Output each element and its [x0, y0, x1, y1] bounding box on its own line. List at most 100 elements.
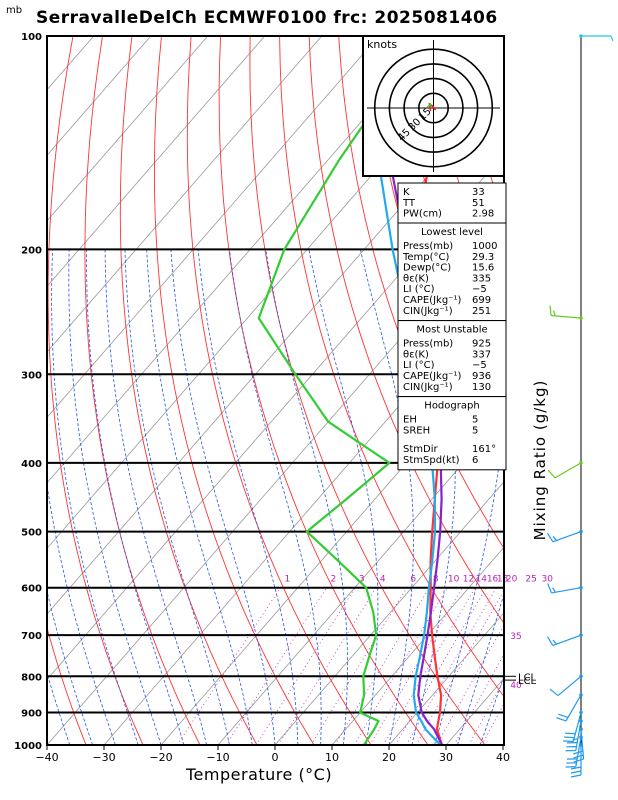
index-key: Temp(°C)	[402, 252, 450, 263]
moist-adiabat	[146, 249, 253, 745]
barb-flag	[549, 688, 559, 697]
index-key: LI (°C)	[403, 284, 435, 295]
barb-shaft	[557, 675, 582, 697]
index-key: StmDir	[403, 444, 438, 455]
index-key: Dewp(°C)	[403, 263, 451, 274]
isotherm	[47, 36, 209, 222]
index-value: 2.98	[472, 209, 494, 220]
barb-flag	[552, 587, 556, 593]
index-value: 936	[472, 371, 491, 382]
dry-adiabat	[545, 36, 618, 745]
index-value: 33	[472, 187, 485, 198]
moist-adiabat	[51, 249, 139, 745]
moist-adiabat	[68, 249, 162, 745]
indices-hodo-box	[397, 396, 507, 471]
barb-shaft	[572, 712, 582, 742]
index-value: 251	[472, 306, 491, 317]
y-tick-label: 200	[21, 245, 42, 256]
moist-adiabat	[457, 592, 504, 745]
dry-adiabat	[47, 36, 144, 745]
dry-adiabat	[47, 625, 87, 745]
index-key: θε(K)	[403, 273, 429, 284]
hodograph-trace	[427, 102, 433, 108]
barb-flag	[546, 532, 554, 543]
isotherm	[103, 284, 504, 745]
dewpoint-line	[257, 36, 426, 745]
barb-flag	[570, 766, 582, 770]
isotherm	[274, 481, 504, 745]
chart-title: SerravalleDelCh ECMWF0100 frc: 202508140…	[36, 8, 498, 28]
index-key: EH	[403, 415, 417, 426]
mixing-ratio-label: 16	[487, 574, 499, 584]
x-axis-label: Temperature (°C)	[186, 765, 333, 784]
index-key: SREH	[403, 425, 430, 436]
index-value: 5	[472, 425, 478, 436]
x-axis-ticks: −40 −30 −20 −10 0 10 20 30 40	[35, 745, 510, 764]
index-key: TT	[402, 198, 416, 209]
moist-adiabat	[47, 589, 93, 745]
index-value: −5	[472, 360, 487, 371]
barb-flag	[547, 583, 553, 594]
mixing-ratio-line	[353, 587, 448, 745]
mixing-ratio-line	[395, 587, 487, 745]
indices-panel: K 33 TT 51 PW(cm) 2.98 Lowest level Press(mb) 10…	[397, 182, 507, 471]
index-value: 51	[472, 198, 485, 209]
lcl-label: LCL	[518, 672, 537, 683]
barb-flag	[570, 774, 582, 778]
dry-adiabat	[186, 36, 372, 745]
y-axis-ticks: 100 200 300 400 500 600 700 800 900 1000	[14, 32, 42, 752]
barb-shaft	[575, 720, 582, 751]
barb-shaft	[552, 634, 582, 646]
mixing-ratio-line	[369, 587, 463, 745]
mixing-ratio-label: 14	[476, 574, 488, 584]
x-tick-label: −40	[35, 751, 58, 764]
wind-barbs	[546, 34, 614, 778]
index-key: LI (°C)	[403, 360, 435, 371]
barb-flag	[552, 536, 558, 541]
mixing-ratio-label: 10	[448, 574, 460, 584]
dry-adiabat	[516, 36, 618, 745]
mixing-ratio-line	[405, 587, 497, 745]
section-header: Most Unstable	[416, 325, 487, 336]
index-value: 161°	[472, 444, 496, 455]
isotherm	[47, 36, 380, 419]
isotherm	[331, 546, 504, 745]
mixing-ratio-line	[225, 587, 327, 745]
hodograph-label: knots	[367, 38, 397, 51]
moist-adiabat	[104, 249, 207, 745]
index-value: 6	[472, 455, 478, 466]
x-tick-label: −30	[92, 751, 115, 764]
index-key: CIN(Jkg⁻¹)	[403, 382, 453, 393]
barb-shaft	[552, 531, 582, 543]
x-tick-label: 20	[382, 751, 396, 764]
x-tick-label: −20	[149, 751, 172, 764]
mixing-ratio-line	[278, 587, 377, 745]
y-tick-label: 900	[21, 709, 42, 720]
y-tick-label: 700	[21, 631, 42, 642]
barb-shaft	[554, 462, 582, 479]
index-value: −5	[472, 284, 487, 295]
mixing-ratio-line	[383, 587, 476, 745]
barb-flag	[547, 469, 556, 479]
index-value: 5	[472, 415, 478, 426]
index-value: 1000	[472, 241, 497, 252]
background-grid	[47, 36, 618, 745]
barb-flag	[556, 717, 567, 722]
mixing-ratio-label: 35	[510, 632, 521, 642]
isotherm	[47, 36, 266, 287]
index-value: 699	[472, 295, 491, 306]
barb-shaft	[551, 587, 582, 594]
moist-adiabat	[479, 674, 504, 745]
barb-flag	[570, 770, 582, 774]
mixing-ratio-label: 20	[506, 574, 518, 584]
x-tick-label: 0	[272, 751, 279, 764]
mixing-ratio-label: 25	[525, 574, 536, 584]
dry-adiabat	[308, 36, 504, 624]
x-tick-label: 10	[325, 751, 339, 764]
indices-unstable-box	[397, 320, 507, 398]
index-value: 337	[472, 349, 491, 360]
y-tick-label: 600	[21, 584, 42, 595]
barb-shaft	[565, 694, 582, 722]
mixing-ratio-label: 4	[380, 574, 386, 584]
